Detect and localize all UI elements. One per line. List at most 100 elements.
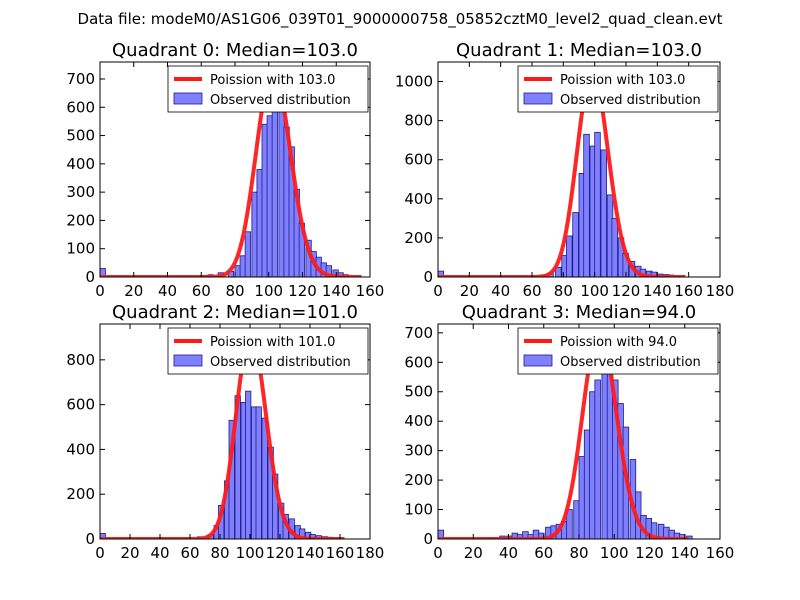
x-tick-label: 0 <box>95 544 105 562</box>
histogram-bar <box>271 106 278 277</box>
histogram-bar <box>650 522 658 539</box>
x-tick-label: 0 <box>433 282 443 300</box>
y-tick-label: 400 <box>404 412 433 430</box>
y-tick-label: 0 <box>423 268 433 286</box>
x-tick-label: 20 <box>120 544 139 562</box>
y-tick-label: 300 <box>66 183 95 201</box>
x-tick-label: 60 <box>180 544 199 562</box>
y-tick-label: 600 <box>66 396 95 414</box>
x-tick-label: 140 <box>643 282 672 300</box>
histogram-bar <box>299 528 306 539</box>
legend-hist-label: Observed distribution <box>210 355 351 370</box>
legend-hist-label: Observed distribution <box>210 93 351 108</box>
x-tick-label: 160 <box>326 544 355 562</box>
histogram-bar <box>578 456 586 539</box>
histogram-bar <box>239 255 246 277</box>
y-tick-label: 700 <box>66 70 95 88</box>
axes-frame <box>437 61 721 278</box>
legend: Poission with 94.0 Observed distribution <box>517 327 719 375</box>
histogram-bar <box>234 265 241 277</box>
y-tick-label: 0 <box>423 530 433 548</box>
histogram-bar <box>244 231 251 277</box>
histogram-bar <box>261 123 268 277</box>
x-tick-label: 80 <box>554 282 573 300</box>
subplot-quadrant-0: Quadrant 0: Median=103.0 0 20 40 60 80 100 120 1… <box>66 40 384 300</box>
x-tick-label: 80 <box>225 282 244 300</box>
histogram-bar <box>583 133 590 277</box>
x-tick-label: 60 <box>522 282 541 300</box>
x-tick-label: 180 <box>706 282 735 300</box>
x-tick-label: 60 <box>192 282 211 300</box>
histogram-bar <box>245 390 252 539</box>
legend-hist-swatch <box>523 354 553 367</box>
subplot-title: Quadrant 3: Median=94.0 <box>462 302 697 323</box>
histogram-bar <box>100 533 106 539</box>
y-tick-label: 500 <box>66 127 95 145</box>
plot-area <box>100 333 345 539</box>
legend: Poission with 103.0 Observed distribution <box>517 65 719 113</box>
x-tick-label: 100 <box>236 544 265 562</box>
histogram-bar <box>583 429 591 539</box>
legend: Poission with 103.0 Observed distribution <box>167 65 369 113</box>
poisson-curve <box>100 333 345 539</box>
y-tick-label: 200 <box>66 485 95 503</box>
legend-hist-label: Observed distribution <box>560 355 701 370</box>
legend-curve-label: Poission with 103.0 <box>210 73 335 88</box>
histogram-bar <box>589 391 596 539</box>
histogram-bar <box>266 115 273 277</box>
y-tick-label: 0 <box>85 268 95 286</box>
x-tick-label: 20 <box>124 282 143 300</box>
x-tick-label: 160 <box>356 282 385 300</box>
histogram-bar <box>594 131 601 277</box>
legend: Poission with 101.0 Observed distribution <box>167 327 369 375</box>
y-tick-label: 200 <box>404 471 433 489</box>
y-tick-label: 100 <box>404 501 433 519</box>
y-tick-label: 300 <box>404 442 433 460</box>
subplot-quadrant-3: Quadrant 3: Median=94.0 0 20 40 60 80 100 120 14… <box>404 302 734 562</box>
x-tick-label: 40 <box>491 282 510 300</box>
x-tick-label: 40 <box>499 544 518 562</box>
histogram-bar <box>601 350 608 539</box>
histogram-bar <box>650 271 658 277</box>
y-tick-label: 600 <box>404 353 433 371</box>
poisson-curve <box>100 68 362 277</box>
x-tick-label: 120 <box>266 544 295 562</box>
y-tick-label: 600 <box>66 98 95 116</box>
x-tick-label: 0 <box>95 282 105 300</box>
subplot-quadrant-1: Quadrant 1: Median=103.00 20 40 60 80 100 120 1… <box>395 40 735 300</box>
x-tick-label: 100 <box>600 544 629 562</box>
legend-curve-label: Poission with 94.0 <box>560 335 677 350</box>
y-tick-label: 600 <box>404 151 433 169</box>
x-tick-label: 80 <box>210 544 229 562</box>
poisson-curve <box>438 329 689 539</box>
x-tick-label: 160 <box>706 544 735 562</box>
y-tick-label: 0 <box>85 530 95 548</box>
y-tick-label: 700 <box>404 324 433 342</box>
subplots-grid: Quadrant 0: Median=103.00 20 40 60 80 100 120 1… <box>66 40 734 562</box>
y-tick-label: 400 <box>66 155 95 173</box>
x-tick-label: 140 <box>670 544 699 562</box>
x-tick-label: 100 <box>254 282 283 300</box>
x-tick-label: 40 <box>150 544 169 562</box>
histogram-bar <box>600 149 607 277</box>
x-tick-label: 80 <box>569 544 588 562</box>
histogram-bar <box>573 500 580 539</box>
histogram-bar <box>572 212 579 277</box>
x-tick-label: 0 <box>433 544 443 562</box>
x-tick-label: 60 <box>534 544 553 562</box>
legend-curve-label: Poission with 101.0 <box>210 335 335 350</box>
figure-suptitle: Data file: modeM0/AS1G06_039T01_90000007… <box>78 10 723 29</box>
y-tick-label: 800 <box>66 351 95 369</box>
x-tick-label: 160 <box>674 282 703 300</box>
histogram-bar <box>594 379 601 539</box>
x-tick-label: 140 <box>322 282 351 300</box>
histogram-bar <box>611 217 618 277</box>
y-tick-label: 400 <box>404 190 433 208</box>
histogram-bar <box>251 191 258 277</box>
x-tick-label: 120 <box>635 544 664 562</box>
subplot-title: Quadrant 2: Median=101.0 <box>112 302 358 323</box>
histogram-bar <box>566 235 573 277</box>
y-tick-label: 200 <box>404 229 433 247</box>
legend-hist-swatch <box>173 92 203 105</box>
legend-hist-swatch <box>173 354 203 367</box>
